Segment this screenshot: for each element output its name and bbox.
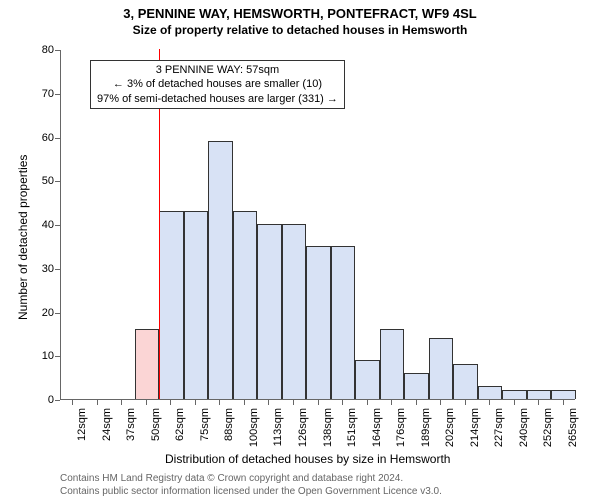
histogram-bar — [527, 390, 552, 399]
x-tick-label: 252sqm — [542, 408, 554, 448]
histogram-bar — [453, 364, 478, 399]
attribution-line2: Contains public sector information licen… — [60, 485, 442, 498]
chart-title: 3, PENNINE WAY, HEMSWORTH, PONTEFRACT, W… — [0, 0, 600, 21]
y-tick-mark — [55, 400, 60, 401]
y-axis-label: Number of detached properties — [16, 155, 30, 320]
y-tick-label: 40 — [32, 219, 54, 231]
x-tick-label: 227sqm — [493, 408, 505, 448]
y-tick-label: 70 — [32, 88, 54, 100]
x-tick-label: 138sqm — [322, 408, 334, 448]
y-tick-label: 80 — [32, 44, 54, 56]
y-tick-mark — [55, 94, 60, 95]
histogram-bar — [208, 141, 233, 399]
x-tick-label: 12sqm — [76, 408, 88, 448]
x-tick-mark — [244, 400, 245, 405]
x-tick-mark — [514, 400, 515, 405]
x-tick-label: 37sqm — [125, 408, 137, 448]
histogram-bar — [551, 390, 576, 399]
x-tick-label: 189sqm — [420, 408, 432, 448]
x-tick-mark — [367, 400, 368, 405]
annotation-line3: 97% of semi-detached houses are larger (… — [97, 92, 338, 106]
x-tick-label: 75sqm — [199, 408, 211, 448]
x-tick-mark — [146, 400, 147, 405]
x-tick-label: 24sqm — [101, 408, 113, 448]
x-tick-mark — [538, 400, 539, 405]
annotation-line2: ← 3% of detached houses are smaller (10) — [97, 77, 338, 91]
attribution-line1: Contains HM Land Registry data © Crown c… — [60, 472, 442, 485]
x-tick-mark — [416, 400, 417, 405]
x-tick-mark — [293, 400, 294, 405]
x-tick-label: 113sqm — [272, 408, 284, 448]
y-tick-label: 20 — [32, 307, 54, 319]
histogram-bar — [429, 338, 454, 399]
annotation-box: 3 PENNINE WAY: 57sqm ← 3% of detached ho… — [90, 60, 345, 109]
histogram-bar — [331, 246, 356, 399]
x-tick-label: 265sqm — [567, 408, 579, 448]
x-tick-label: 88sqm — [223, 408, 235, 448]
x-tick-label: 202sqm — [444, 408, 456, 448]
x-tick-label: 176sqm — [395, 408, 407, 448]
x-tick-mark — [489, 400, 490, 405]
x-tick-label: 214sqm — [469, 408, 481, 448]
y-tick-mark — [55, 225, 60, 226]
histogram-bar — [404, 373, 429, 399]
x-tick-mark — [219, 400, 220, 405]
x-tick-label: 164sqm — [371, 408, 383, 448]
x-tick-mark — [440, 400, 441, 405]
histogram-bar — [159, 211, 184, 399]
x-tick-mark — [170, 400, 171, 405]
histogram-bar — [502, 390, 527, 399]
x-tick-mark — [195, 400, 196, 405]
y-tick-label: 50 — [32, 175, 54, 187]
x-tick-mark — [268, 400, 269, 405]
y-tick-label: 60 — [32, 132, 54, 144]
x-tick-mark — [465, 400, 466, 405]
x-tick-mark — [342, 400, 343, 405]
attribution-text: Contains HM Land Registry data © Crown c… — [60, 472, 442, 498]
histogram-bar — [380, 329, 405, 399]
y-tick-mark — [55, 269, 60, 270]
histogram-bar — [306, 246, 331, 399]
x-axis-label: Distribution of detached houses by size … — [165, 452, 450, 466]
x-tick-label: 240sqm — [518, 408, 530, 448]
x-tick-mark — [391, 400, 392, 405]
y-tick-mark — [55, 356, 60, 357]
y-tick-mark — [55, 50, 60, 51]
histogram-bar — [184, 211, 209, 399]
x-tick-label: 126sqm — [297, 408, 309, 448]
x-tick-mark — [563, 400, 564, 405]
histogram-bar — [282, 224, 307, 399]
x-tick-label: 50sqm — [150, 408, 162, 448]
x-tick-mark — [318, 400, 319, 405]
y-tick-label: 10 — [32, 350, 54, 362]
y-tick-mark — [55, 138, 60, 139]
histogram-bar — [257, 224, 282, 399]
y-tick-label: 0 — [32, 394, 54, 406]
y-tick-mark — [55, 181, 60, 182]
histogram-bar — [233, 211, 258, 399]
x-tick-label: 151sqm — [346, 408, 358, 448]
histogram-bar — [478, 386, 503, 399]
histogram-bar — [355, 360, 380, 399]
y-tick-label: 30 — [32, 263, 54, 275]
x-tick-label: 62sqm — [174, 408, 186, 448]
x-tick-mark — [72, 400, 73, 405]
annotation-line1: 3 PENNINE WAY: 57sqm — [97, 63, 338, 77]
histogram-bar — [135, 329, 160, 399]
x-tick-mark — [121, 400, 122, 405]
chart-subtitle: Size of property relative to detached ho… — [0, 21, 600, 37]
y-tick-mark — [55, 313, 60, 314]
x-tick-mark — [97, 400, 98, 405]
x-tick-label: 100sqm — [248, 408, 260, 448]
